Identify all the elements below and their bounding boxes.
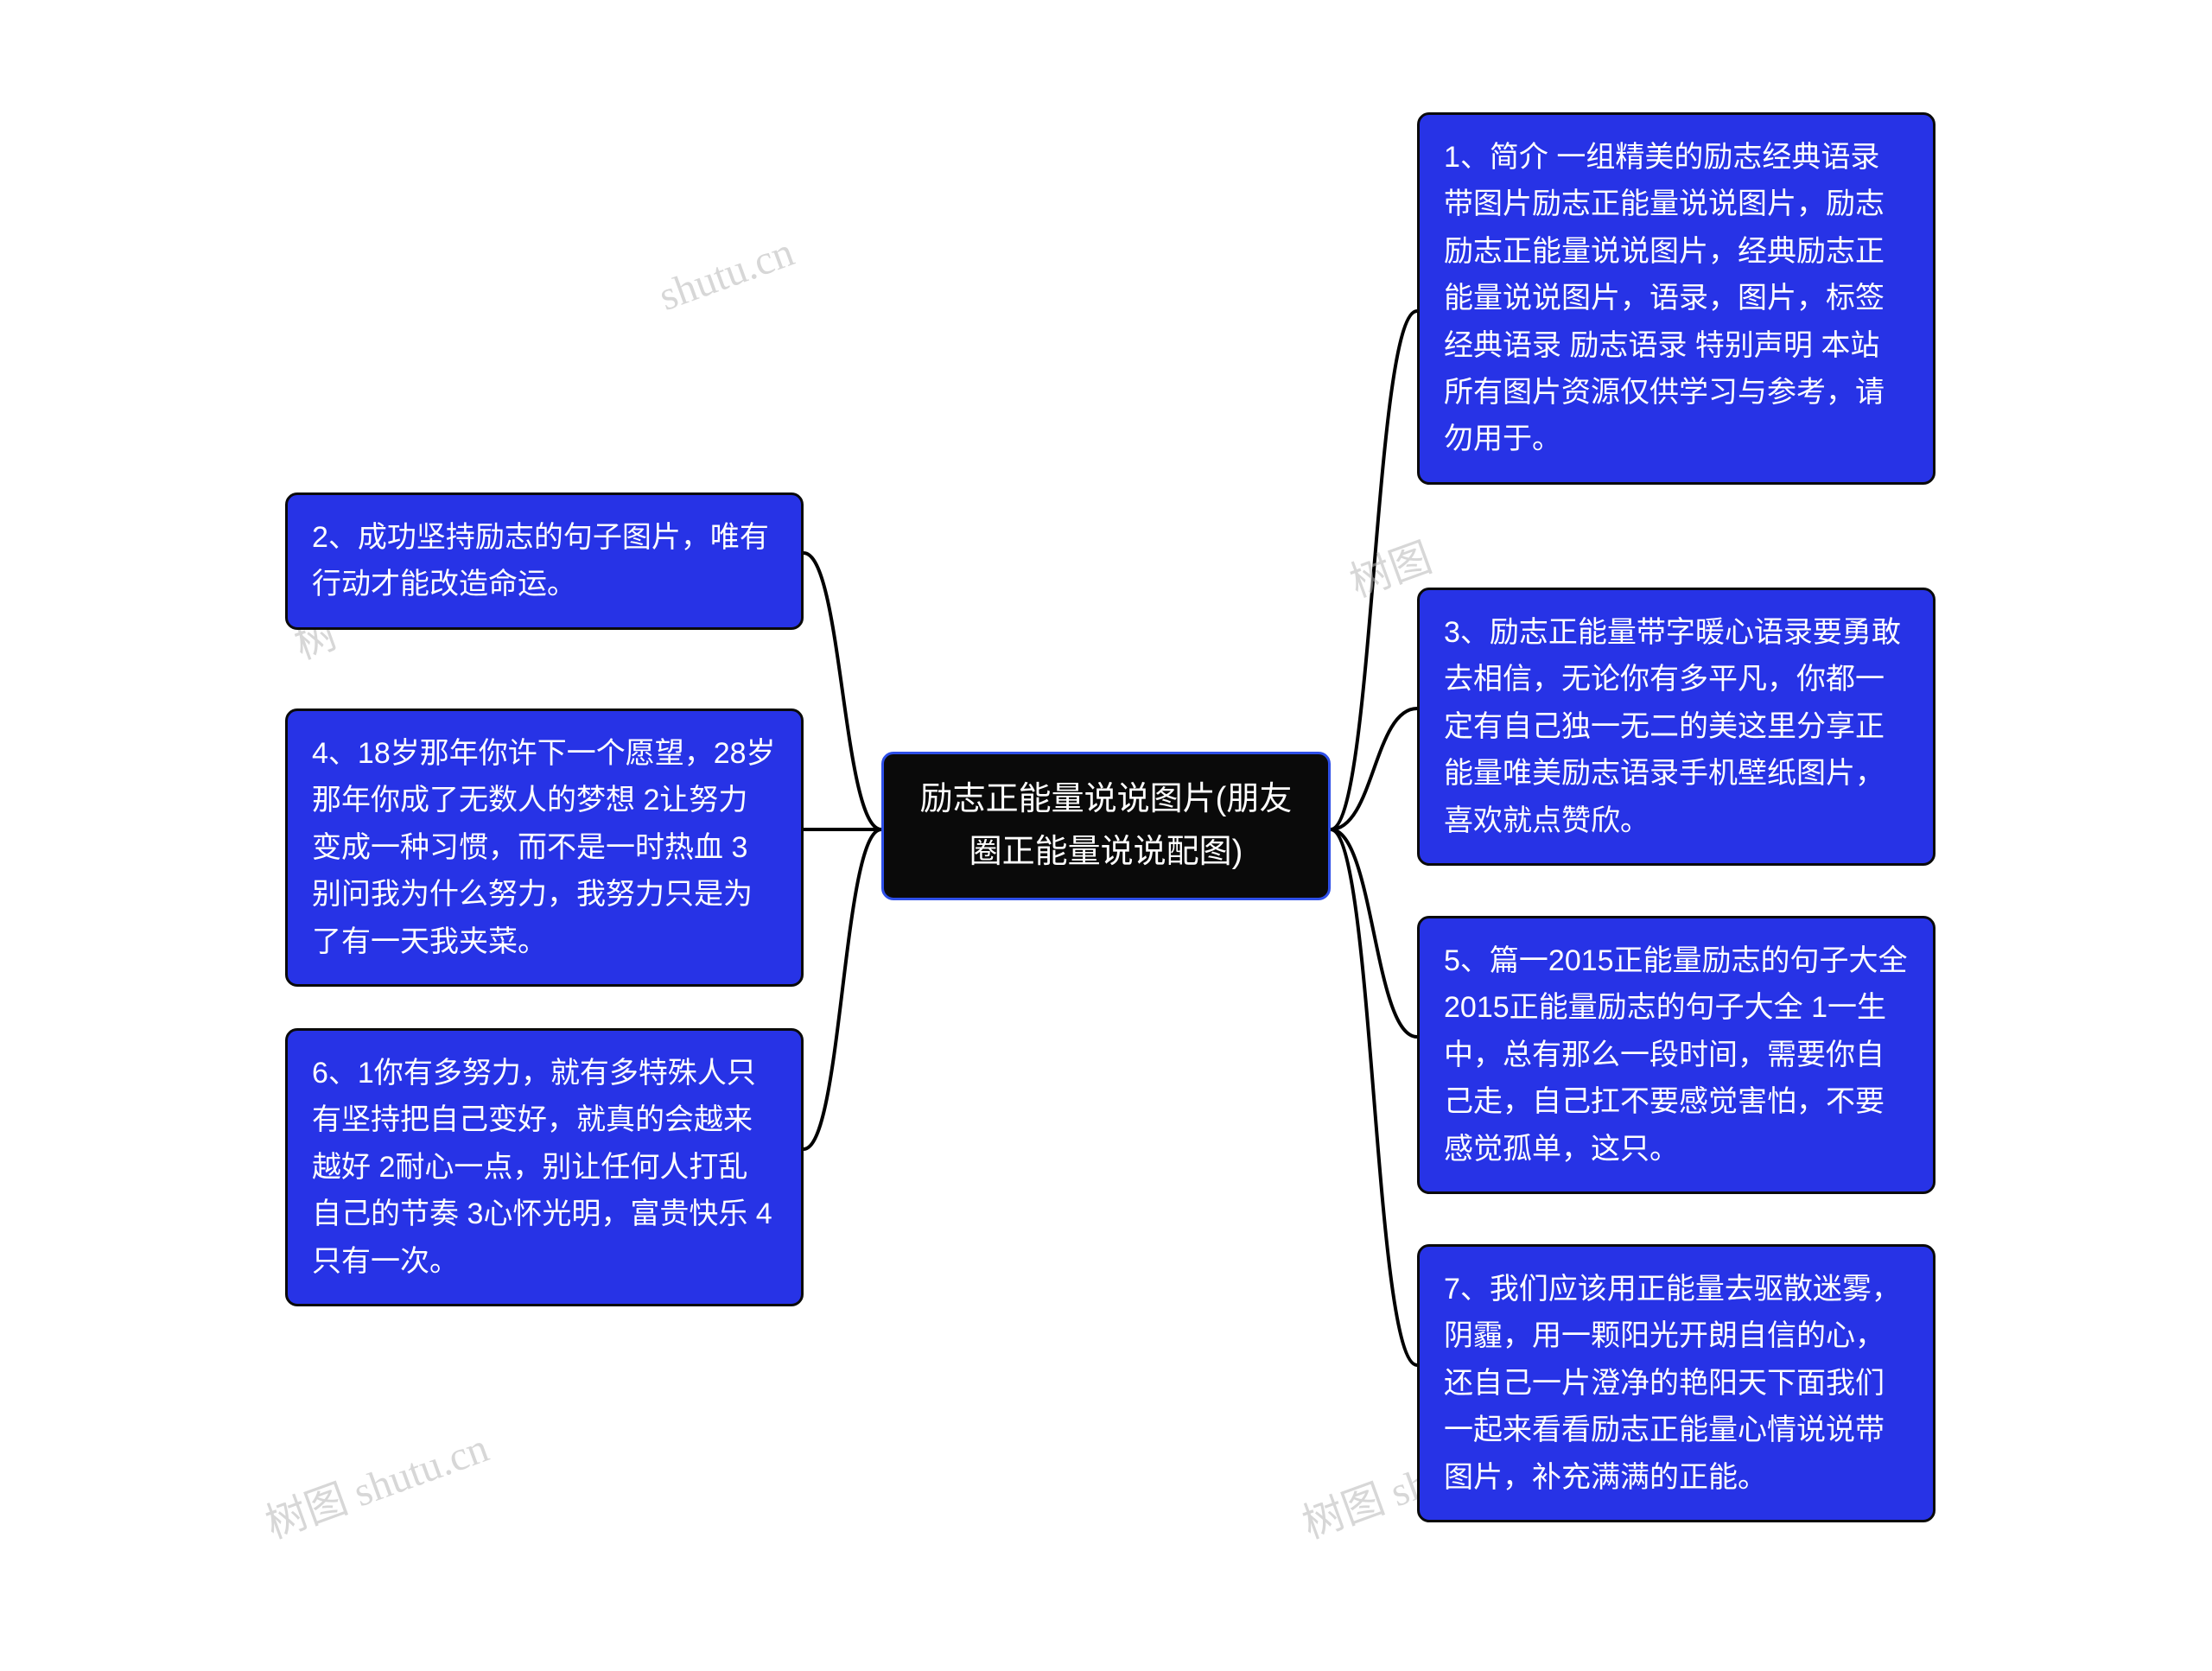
branch-node-1[interactable]: 1、简介 一组精美的励志经典语录带图片励志正能量说说图片，励志励志正能量说说图片… xyxy=(1417,112,1936,485)
watermark: 树图 shutu.cn xyxy=(256,1414,495,1550)
branch-node-7[interactable]: 7、我们应该用正能量去驱散迷雾，阴霾，用一颗阳光开朗自信的心，还自己一片澄净的艳… xyxy=(1417,1244,1936,1522)
branch-node-4[interactable]: 4、18岁那年你许下一个愿望，28岁那年你成了无数人的梦想 2让努力变成一种习惯… xyxy=(285,708,804,987)
branch-node-2[interactable]: 2、成功坚持励志的句子图片，唯有行动才能改造命运。 xyxy=(285,492,804,630)
branch-node-6[interactable]: 6、1你有多努力，就有多特殊人只有坚持把自己变好，就真的会越来越好 2耐心一点，… xyxy=(285,1028,804,1306)
branch-node-3[interactable]: 3、励志正能量带字暖心语录要勇敢去相信，无论你有多平凡，你都一定有自己独一无二的… xyxy=(1417,588,1936,866)
watermark: shutu.cn xyxy=(652,228,799,321)
branch-node-5[interactable]: 5、篇一2015正能量励志的句子大全 2015正能量励志的句子大全 1一生中，总… xyxy=(1417,916,1936,1194)
mindmap-canvas: 树图 shutu.cn 树图 shutu.cn shutu.cn 树图 树 励志… xyxy=(0,0,2212,1671)
center-node[interactable]: 励志正能量说说图片(朋友圈正能量说说配图) xyxy=(881,752,1331,900)
